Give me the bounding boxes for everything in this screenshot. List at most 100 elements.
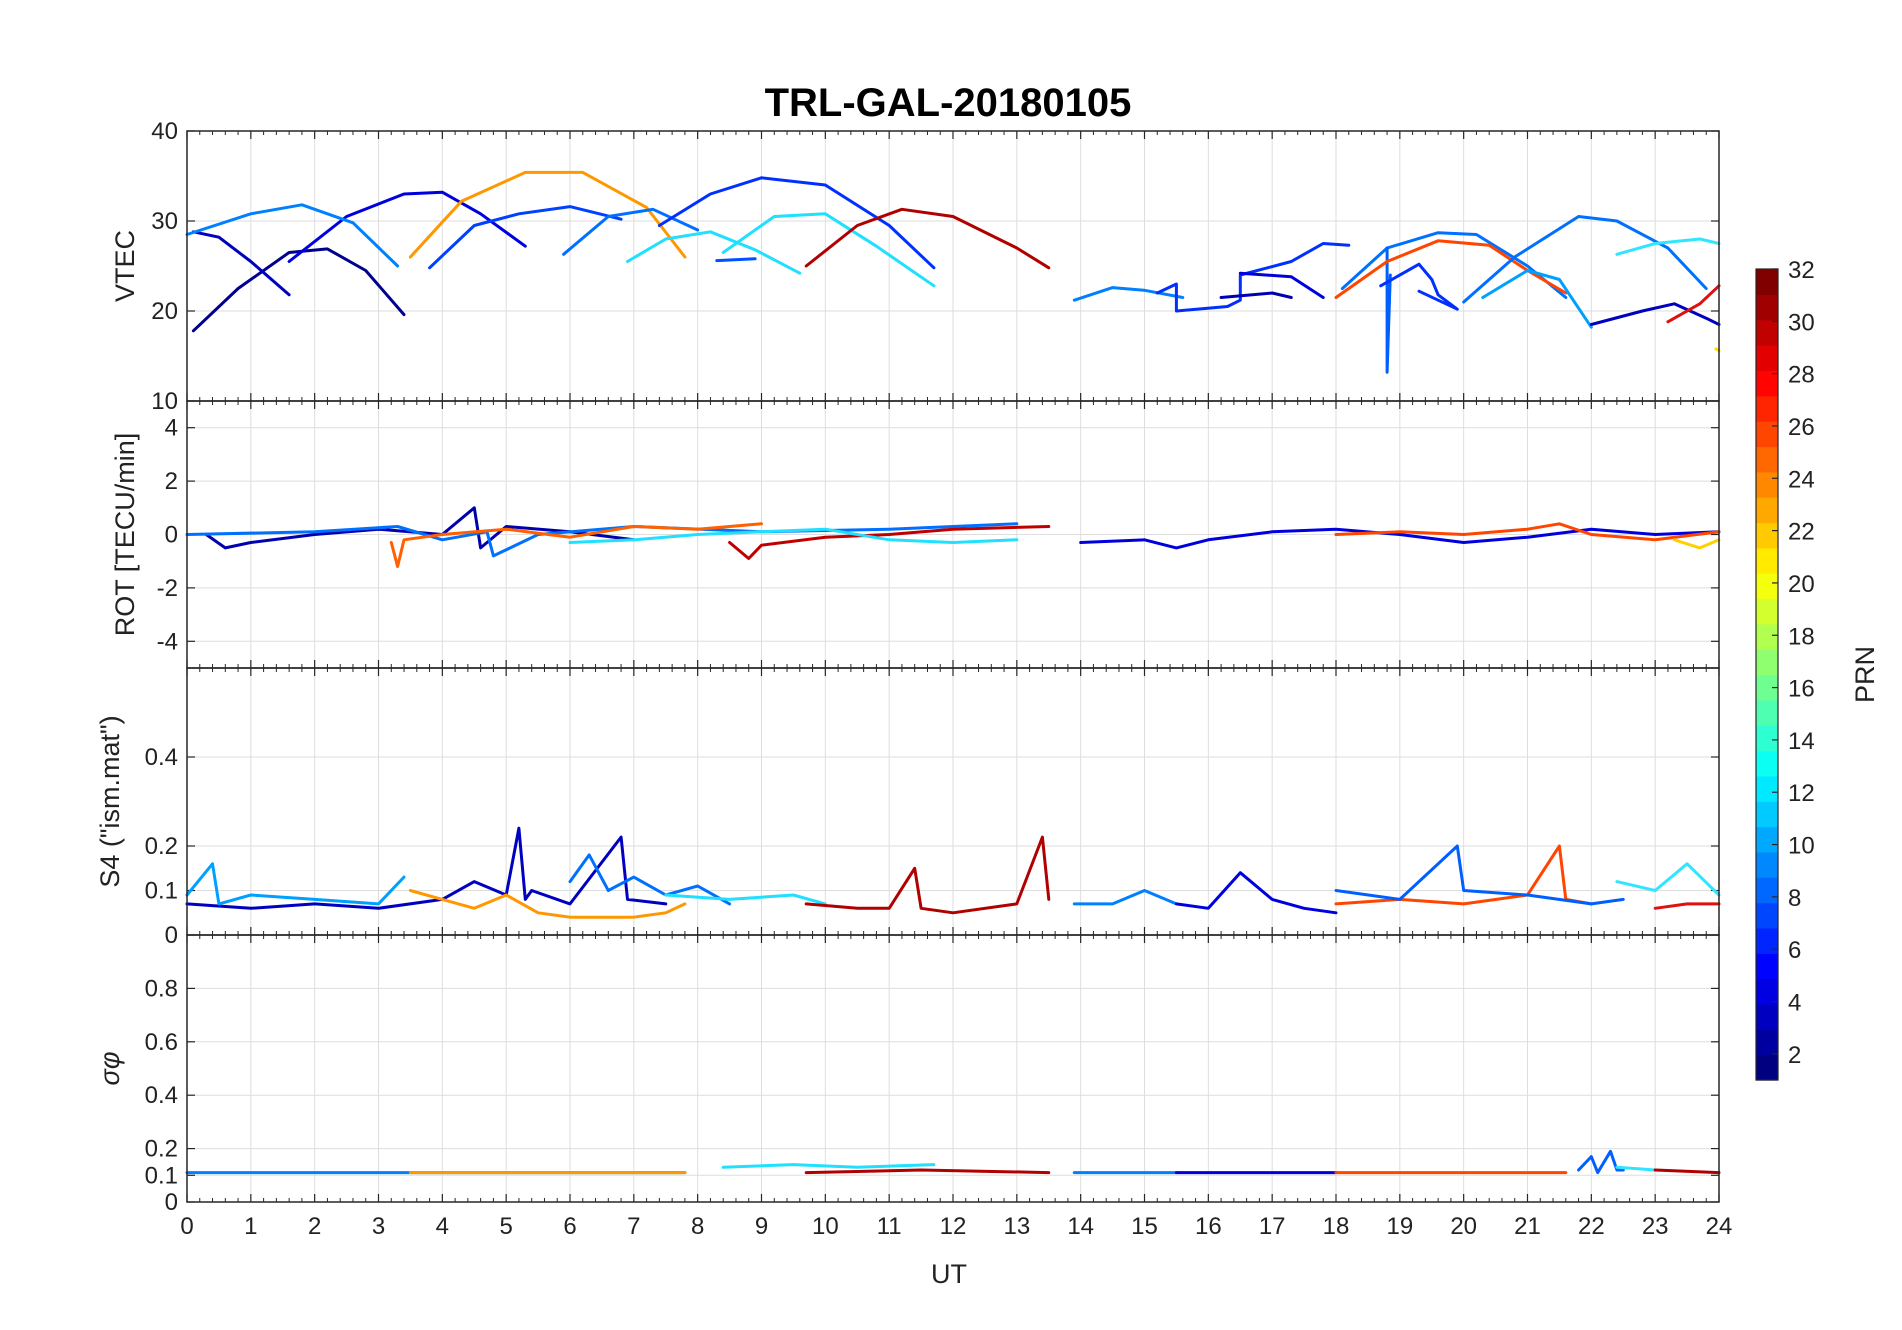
- colorbar-tick-label: 26: [1788, 414, 1815, 441]
- y-tick-label: 0.2: [145, 833, 178, 860]
- y-tick-label: 0: [165, 922, 178, 949]
- series-line-prn-4: [1174, 871, 1338, 915]
- series-line-prn-12: [1615, 1165, 1657, 1172]
- series-line-prn-12: [664, 893, 827, 906]
- series-line-prn-12: [721, 1163, 936, 1169]
- series-line-prn-5: [657, 176, 936, 270]
- x-tick-label: 13: [1003, 1213, 1030, 1240]
- x-axis-label: UT: [931, 1259, 967, 1289]
- colorbar-tick-label: 30: [1788, 309, 1815, 336]
- colorbar-label: PRN: [1850, 646, 1880, 703]
- colorbar-swatch: [1756, 699, 1778, 726]
- series-line-prn-9: [1072, 286, 1185, 302]
- colorbar-tick-label: 28: [1788, 362, 1815, 389]
- colorbar-swatch: [1756, 649, 1778, 676]
- colorbar-swatch: [1756, 446, 1778, 473]
- y-axis-label: VTEC: [110, 230, 140, 302]
- colorbar-swatch: [1756, 927, 1778, 954]
- x-tick-label: 18: [1323, 1213, 1350, 1240]
- colorbar-swatch: [1756, 522, 1778, 549]
- colorbar-swatch: [1756, 623, 1778, 650]
- series-line-prn-26: [1334, 522, 1721, 542]
- series-line-prn-30: [728, 525, 1051, 560]
- series-line-prn-7: [1334, 844, 1625, 906]
- x-tick-label: 11: [877, 1213, 902, 1240]
- series-line-prn-3: [185, 826, 668, 910]
- x-tick-label: 5: [499, 1213, 512, 1240]
- colorbar-tick-label: 4: [1788, 990, 1801, 1017]
- colorbar-tick-label: 2: [1788, 1042, 1801, 1069]
- x-tick-label: 9: [755, 1213, 768, 1240]
- axes-frame: [186, 934, 1720, 1203]
- y-tick-label: 0.1: [145, 878, 178, 905]
- x-tick-label: 3: [372, 1213, 385, 1240]
- x-tick-label: 24: [1706, 1213, 1733, 1240]
- y-tick-label: 10: [151, 388, 178, 415]
- colorbar-swatch: [1756, 1003, 1778, 1030]
- colorbar-swatch: [1756, 801, 1778, 828]
- colorbar-swatch: [1756, 953, 1778, 980]
- y-tick-label: 30: [151, 208, 178, 235]
- x-tick-label: 17: [1259, 1213, 1286, 1240]
- x-tick-label: 21: [1514, 1213, 1541, 1240]
- x-tick-label: 0: [180, 1213, 193, 1240]
- y-tick-label: 0.8: [145, 975, 178, 1002]
- panel-ROT: -4 -2 0 2 4 ROT [TECU/min]: [110, 400, 1721, 669]
- colorbar-swatch: [1756, 1054, 1778, 1081]
- x-tick-label: 14: [1067, 1213, 1094, 1240]
- series-line-prn-5: [1155, 242, 1351, 313]
- colorbar-swatch: [1756, 370, 1778, 397]
- colorbar-tick-label: 32: [1788, 257, 1815, 284]
- series-line-prn-26: [1334, 239, 1568, 299]
- series-line-prn-12: [626, 230, 802, 275]
- series-line-prn-4: [287, 190, 527, 263]
- colorbar-swatch: [1756, 294, 1778, 321]
- colorbar-swatch: [1756, 471, 1778, 498]
- series-line-prn-8: [1462, 215, 1708, 304]
- colorbar-swatch: [1756, 269, 1778, 295]
- y-tick-label: 0.2: [145, 1136, 178, 1163]
- series-line-prn-30: [1666, 284, 1721, 324]
- series-line-prn-12: [721, 212, 936, 288]
- series-line-prn-4: [1238, 271, 1325, 299]
- colorbar-swatch: [1756, 750, 1778, 777]
- colorbar-swatch: [1756, 851, 1778, 878]
- y-axis-label: σφ: [95, 1052, 125, 1086]
- series-line-prn-9: [185, 203, 400, 268]
- series-line-prn-12: [1615, 237, 1721, 256]
- series-line-prn-8: [568, 853, 732, 906]
- x-tick-label: 1: [244, 1213, 257, 1240]
- y-tick-label: 0.4: [145, 744, 178, 771]
- series-line-prn-31: [804, 1168, 1051, 1175]
- x-tick-labels: 0 1 2 3 4 5 6 7 8 9 10 11 12 13 14 15 16 17 18 19 20 21 22 23 24: [180, 1213, 1732, 1240]
- series-line-prn-7: [715, 257, 757, 263]
- series-line-prn-9: [1072, 889, 1178, 906]
- colorbar-swatch: [1756, 826, 1778, 853]
- series-line-prn-10: [1481, 269, 1593, 329]
- y-tick-label: 0: [165, 522, 178, 549]
- series-line-prn-8: [562, 207, 700, 256]
- x-tick-label: 7: [627, 1213, 640, 1240]
- series-line-prn-3: [1589, 302, 1721, 326]
- colorbar-tick-label: 22: [1788, 519, 1815, 546]
- colorbar-swatch: [1756, 395, 1778, 422]
- colorbar-swatch: [1756, 1029, 1778, 1056]
- colorbar-swatch: [1756, 775, 1778, 802]
- colorbar-tick-label: 24: [1788, 466, 1815, 493]
- series-line-prn-30: [1653, 902, 1721, 910]
- y-tick-label: 0: [165, 1189, 178, 1216]
- series-line-prn-30: [1653, 1168, 1721, 1175]
- panel-sigma_phi: 00.10.2 0.4 0.6 0.8 σφ: [95, 934, 1721, 1216]
- colorbar-swatch: [1756, 978, 1778, 1005]
- series-line-prn-2: [1219, 291, 1293, 299]
- colorbar-swatch: [1756, 497, 1778, 524]
- x-tick-label: 22: [1578, 1213, 1605, 1240]
- series-line-prn-12: [1615, 862, 1721, 897]
- x-tick-label: 2: [308, 1213, 321, 1240]
- series-line-prn-8: [185, 522, 1019, 558]
- colorbar-swatch: [1756, 902, 1778, 929]
- colorbar-swatch: [1756, 674, 1778, 701]
- colorbar-tick-label: 16: [1788, 676, 1815, 703]
